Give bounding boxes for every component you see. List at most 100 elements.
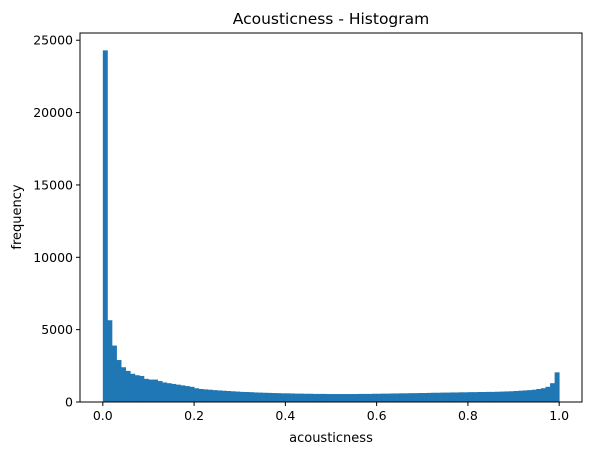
histogram-bar	[184, 386, 190, 402]
histogram-bar	[134, 375, 140, 402]
histogram-bar	[344, 394, 350, 402]
y-tick-label: 10000	[33, 250, 73, 265]
histogram-bar	[408, 393, 414, 402]
histogram-bar	[467, 392, 473, 402]
histogram-bar	[244, 392, 250, 402]
histogram-bar	[504, 391, 510, 402]
x-tick-label: 0.0	[93, 408, 113, 423]
histogram-bar	[449, 392, 455, 402]
histogram-bar	[358, 393, 364, 402]
histogram-bar	[326, 394, 332, 402]
histogram-bar	[285, 393, 291, 402]
histogram-bar	[472, 392, 478, 402]
histogram-bar	[381, 393, 387, 402]
histogram-bar	[445, 392, 451, 402]
histogram-bar	[495, 391, 501, 402]
histogram-bar	[522, 390, 528, 402]
histogram-bar	[107, 320, 113, 402]
histogram-bar	[116, 360, 122, 402]
x-tick-label: 0.8	[458, 408, 478, 423]
y-tick-label: 15000	[33, 177, 73, 192]
histogram-bar	[335, 394, 341, 402]
histogram-bar	[303, 393, 309, 402]
histogram-bar	[180, 385, 186, 402]
histogram-bar	[458, 392, 464, 402]
histogram-bar	[372, 393, 378, 402]
y-axis-ticks: 0 5000 10000 15000 20000 25000	[33, 33, 80, 410]
histogram-bars	[102, 50, 560, 403]
histogram-bar	[125, 370, 131, 402]
histogram-bar	[230, 391, 236, 402]
x-tick-label: 1.0	[549, 408, 569, 423]
histogram-bar	[239, 391, 245, 402]
histogram-bar	[308, 393, 314, 402]
histogram-bar	[111, 345, 117, 402]
histogram-bar	[139, 375, 145, 402]
histogram-bar	[527, 390, 533, 402]
histogram-bar	[276, 393, 282, 402]
histogram-bar	[481, 392, 487, 402]
plot-frame	[79, 32, 583, 403]
histogram-bar	[162, 382, 168, 402]
histogram-bar	[317, 393, 323, 402]
histogram-bar	[171, 383, 177, 402]
histogram-bar	[499, 391, 505, 402]
histogram-bar	[262, 392, 268, 402]
chart-title: Acousticness - Histogram	[233, 10, 430, 28]
histogram-bar	[422, 393, 428, 402]
x-tick-label: 0.4	[275, 408, 295, 423]
histogram-bar	[280, 393, 286, 402]
histogram-bar	[513, 391, 519, 402]
histogram-bar	[175, 384, 181, 402]
histogram-bar	[289, 393, 295, 402]
histogram-bar	[294, 393, 300, 402]
histogram-bar	[394, 393, 400, 402]
histogram-bar	[212, 390, 218, 402]
histogram-bar	[385, 393, 391, 402]
histogram-bar	[435, 392, 441, 402]
histogram-bar	[143, 378, 149, 402]
histogram-bar	[340, 394, 346, 402]
histogram-bar	[490, 391, 496, 402]
histogram-bar	[221, 390, 227, 402]
histogram-bar	[518, 390, 524, 402]
histogram-bar	[235, 391, 241, 402]
histogram-bar	[440, 392, 446, 402]
histogram-bar	[121, 367, 127, 402]
histogram-bar	[102, 50, 108, 403]
histogram-bar	[166, 383, 172, 402]
histogram-bar	[130, 373, 136, 402]
y-tick-label: 0	[65, 395, 73, 410]
histogram-bar	[536, 388, 542, 402]
histogram-bar	[353, 394, 359, 402]
histogram-bar	[312, 393, 318, 402]
histogram-bar	[431, 392, 437, 402]
histogram-bar	[253, 392, 259, 402]
histogram-bar	[531, 389, 537, 402]
histogram-bar	[508, 391, 514, 402]
histogram-bar	[540, 388, 546, 402]
histogram-bar	[426, 392, 432, 402]
histogram-bar	[157, 381, 163, 402]
y-tick-label: 5000	[41, 322, 73, 337]
y-tick-label: 20000	[33, 105, 73, 120]
y-axis-label: frequency	[10, 184, 25, 250]
histogram-bar	[376, 393, 382, 402]
histogram-bar	[477, 392, 482, 402]
histogram-bar	[554, 372, 560, 402]
histogram-bar	[362, 393, 368, 402]
histogram-bar	[550, 383, 556, 402]
histogram-bar	[153, 379, 158, 402]
histogram-bar	[198, 388, 204, 402]
histogram-bar	[299, 393, 305, 402]
histogram-bar	[148, 379, 154, 402]
x-tick-label: 0.2	[184, 408, 204, 423]
histogram-bar	[203, 389, 209, 402]
y-tick-label: 25000	[33, 33, 73, 48]
histogram-bar	[189, 386, 195, 402]
histogram-bar	[454, 392, 460, 402]
histogram-bar	[207, 389, 213, 402]
histogram-bar	[399, 393, 405, 402]
histogram-bar	[216, 390, 222, 402]
